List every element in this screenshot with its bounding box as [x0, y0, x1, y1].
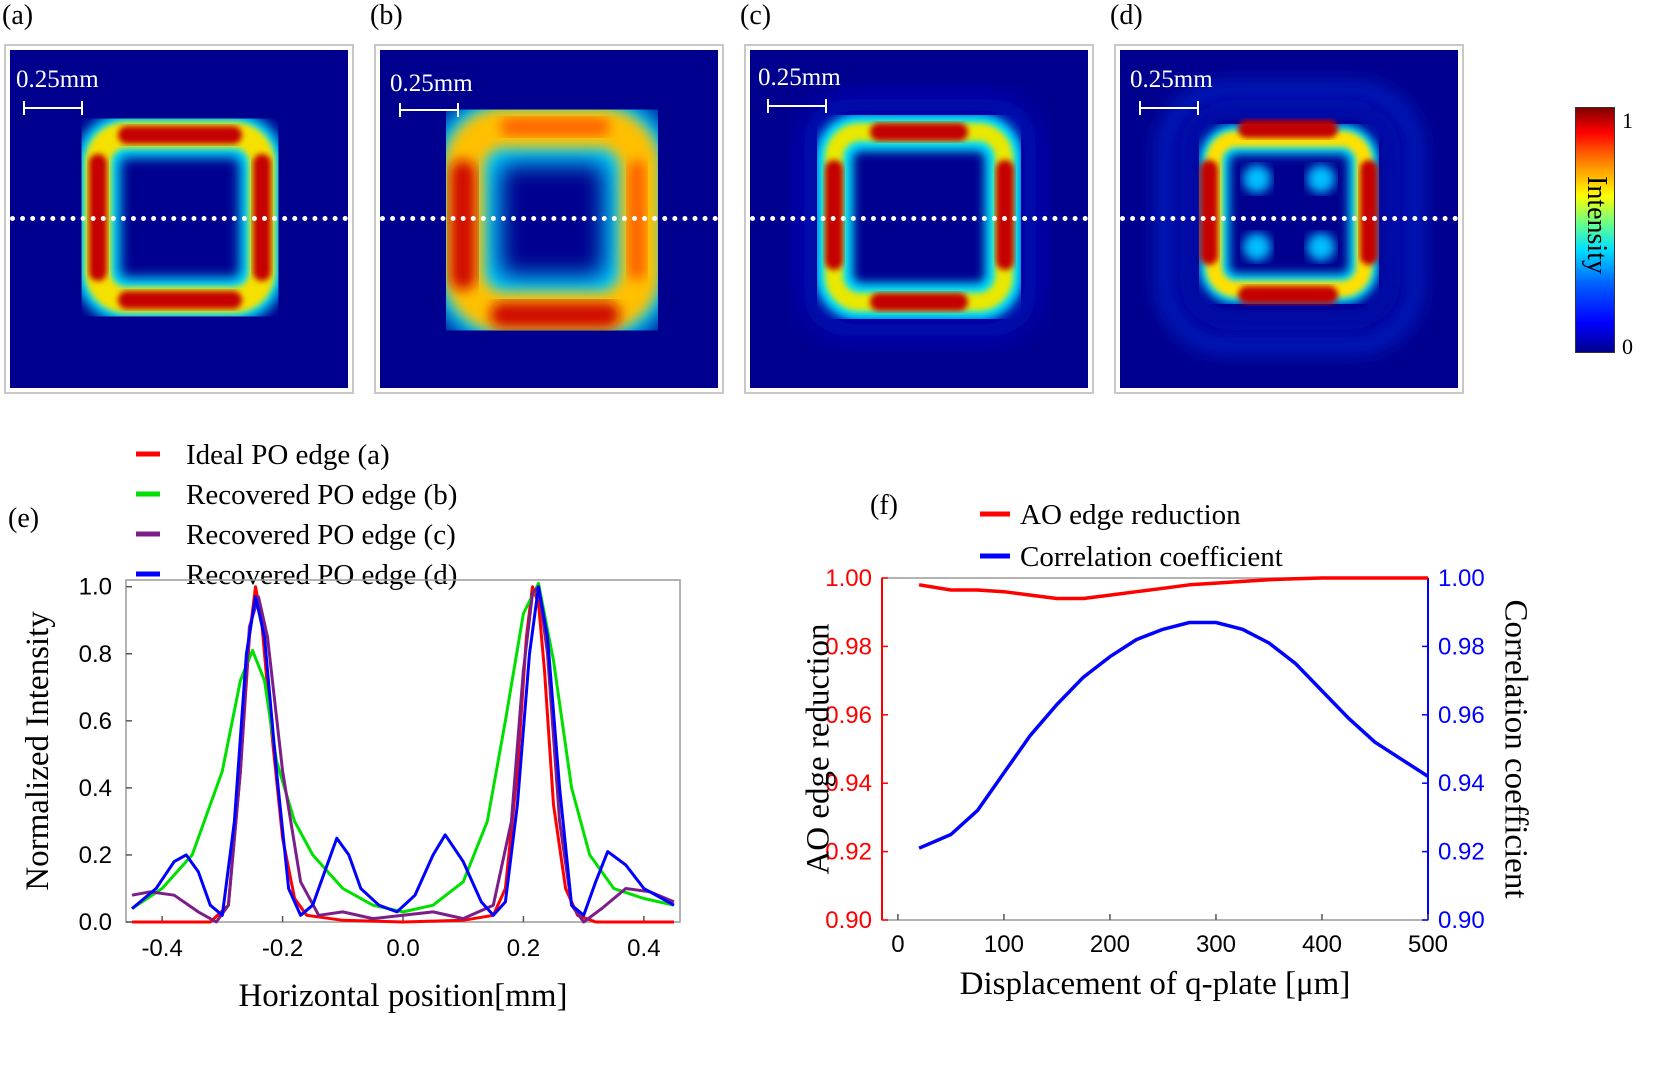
scale-bar-c — [767, 99, 827, 113]
x-tick-label-f: 500 — [1408, 931, 1448, 958]
intensity-map-b: 0.25mm — [374, 44, 724, 394]
series-line-f — [918, 620, 1429, 850]
panel-label-d: (d) — [1110, 0, 1143, 31]
scale-bar-a — [23, 101, 83, 115]
legend-label-e: Recovered PO edge (d) — [186, 559, 457, 591]
legend-label-e: Ideal PO edge (a) — [186, 440, 390, 471]
intensity-map-c: 0.25mm — [744, 44, 1094, 394]
series-line-e — [131, 585, 675, 917]
legend-label-f: Correlation coefficient — [1020, 541, 1283, 573]
intensity-map-d: 0.25mm — [1114, 44, 1464, 394]
profile-line-b — [380, 216, 718, 221]
panel-label-a: (a) — [2, 0, 34, 31]
x-tick-label-e: 0.4 — [627, 935, 660, 962]
scale-bar-label-b: 0.25mm — [390, 70, 473, 97]
y-tick-label-left-f: 0.92 — [825, 839, 872, 866]
x-tick-label-e: -0.4 — [141, 935, 182, 962]
y-tick-label-right-f: 0.94 — [1438, 770, 1485, 797]
profile-line-d — [1120, 216, 1458, 221]
legend-label-f: AO edge reduction — [1020, 500, 1241, 531]
y-tick-label-e: 0.8 — [79, 641, 112, 668]
panel-label-f: (f) — [870, 490, 898, 521]
x-tick-label-f: 100 — [984, 931, 1024, 958]
y-axis-label-right-f: Correlation coefficient — [1498, 599, 1534, 898]
series-line-e — [132, 585, 674, 924]
x-tick-label-f: 300 — [1196, 931, 1236, 958]
x-axis-label-e: Horizontal position[mm] — [238, 978, 567, 1014]
y-tick-label-right-f: 0.96 — [1438, 702, 1485, 729]
plot-frame-e — [125, 579, 681, 923]
colorbar — [1575, 107, 1615, 353]
y-tick-label-right-f: 0.90 — [1438, 907, 1485, 934]
panel-label-c: (c) — [740, 0, 772, 31]
chart-f: AO edge reduction Correlation coefficient… — [800, 500, 1534, 1002]
scale-bar-label-d: 0.25mm — [1130, 66, 1213, 93]
profile-line-a — [10, 216, 348, 221]
scale-bar-label-c: 0.25mm — [758, 64, 841, 91]
y-tick-label-e: 1.0 — [79, 574, 112, 601]
scale-bar-d — [1139, 101, 1199, 115]
y-axis-label-e: Normalized Intensity — [20, 611, 56, 891]
scale-bar-label-a: 0.25mm — [16, 66, 99, 93]
y-tick-label-e: 0.0 — [79, 909, 112, 936]
colorbar-label: Intensity — [1581, 176, 1612, 274]
chart-e: Ideal PO edge (a) Recovered PO edge (b) Re… — [20, 440, 681, 1014]
legend-label-e: Recovered PO edge (b) — [186, 479, 457, 511]
y-tick-label-left-f: 1.00 — [825, 565, 872, 592]
series-line-f — [918, 576, 1428, 601]
y-tick-label-e: 0.2 — [79, 842, 112, 869]
panel-label-b: (b) — [370, 0, 403, 31]
x-tick-label-f: 200 — [1090, 931, 1130, 958]
y-tick-label-right-f: 0.98 — [1438, 633, 1485, 660]
colorbar-min: 0 — [1622, 334, 1633, 359]
intensity-map-a: 0.25mm — [4, 44, 354, 394]
scale-bar-b — [399, 103, 459, 117]
profile-line-c — [750, 216, 1088, 221]
y-tick-label-left-f: 0.90 — [825, 907, 872, 934]
x-tick-label-e: 0.2 — [507, 935, 540, 962]
legend-label-e: Recovered PO edge (c) — [186, 519, 456, 551]
y-tick-label-left-f: 0.96 — [825, 702, 872, 729]
x-tick-label-e: -0.2 — [262, 935, 303, 962]
x-tick-label-f: 0 — [891, 931, 904, 958]
x-tick-label-f: 400 — [1302, 931, 1342, 958]
x-tick-label-e: 0.0 — [386, 935, 419, 962]
panel-label-e: (e) — [8, 503, 40, 534]
y-tick-label-left-f: 0.98 — [825, 633, 872, 660]
plot-frame-f — [881, 577, 1429, 921]
y-axis-label-left-f: AO edge reduction — [800, 623, 836, 874]
y-tick-label-right-f: 1.00 — [1438, 565, 1485, 592]
y-tick-label-left-f: 0.94 — [825, 770, 872, 797]
y-tick-label-e: 0.4 — [79, 775, 112, 802]
series-line-e — [131, 581, 675, 914]
colorbar-max: 1 — [1622, 108, 1633, 133]
y-tick-label-right-f: 0.92 — [1438, 839, 1485, 866]
series-line-e — [131, 585, 675, 924]
x-axis-label-f: Displacement of q-plate [μm] — [960, 966, 1351, 1002]
y-tick-label-e: 0.6 — [79, 708, 112, 735]
